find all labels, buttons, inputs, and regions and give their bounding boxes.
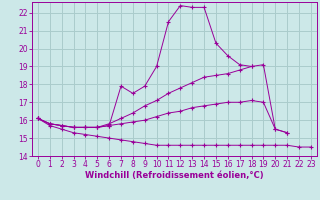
X-axis label: Windchill (Refroidissement éolien,°C): Windchill (Refroidissement éolien,°C) (85, 171, 264, 180)
